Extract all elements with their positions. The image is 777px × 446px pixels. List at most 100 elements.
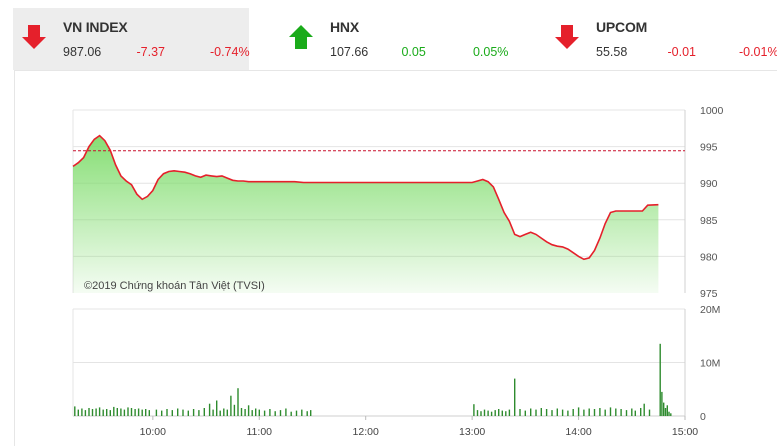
volume-bar xyxy=(166,409,168,416)
volume-bar xyxy=(620,409,622,416)
volume-bar xyxy=(577,407,580,416)
volume-bar xyxy=(572,409,574,416)
volume-bar xyxy=(141,409,143,416)
volume-bar xyxy=(666,405,668,416)
volume-bar xyxy=(583,409,585,416)
volume-bar xyxy=(535,409,537,416)
price-tick-label: 985 xyxy=(700,215,718,227)
volume-bar xyxy=(247,405,250,416)
ticker-change: -0.01 xyxy=(667,45,696,59)
volume-bar xyxy=(659,343,661,416)
price-tick-label: 980 xyxy=(700,251,718,263)
volume-bar xyxy=(285,408,287,416)
volume-bar xyxy=(77,409,79,416)
volume-bar xyxy=(640,408,642,416)
volume-bar xyxy=(540,408,542,416)
volume-bar xyxy=(508,409,511,416)
volume-bar xyxy=(483,409,486,416)
volume-bar xyxy=(274,411,276,416)
x-tick-label: 15:00 xyxy=(672,426,698,438)
volume-bar xyxy=(505,411,507,416)
volume-bar xyxy=(198,410,200,416)
volume-y-axis: 20M 10M 0 xyxy=(700,304,720,423)
volume-bar xyxy=(588,408,590,416)
volume-bar xyxy=(556,408,558,416)
volume-bar xyxy=(501,410,503,416)
volume-bar xyxy=(192,409,195,416)
volume-bar xyxy=(663,402,665,416)
volume-bar xyxy=(561,409,564,416)
volume-bar xyxy=(219,410,221,416)
ticker-value: 55.58 xyxy=(596,45,628,59)
ticker-change-pct: 0.05% xyxy=(472,45,509,59)
volume-bars xyxy=(74,343,672,416)
ticker-name: VN INDEX xyxy=(63,19,128,35)
volume-bar xyxy=(490,411,493,416)
price-tick-label: 975 xyxy=(700,288,718,300)
ticker-name: UPCOM xyxy=(596,19,648,35)
volume-bar xyxy=(182,409,184,416)
volume-bar xyxy=(670,413,672,416)
ticker-hnx[interactable]: HNX 107.66 0.05 0.05% xyxy=(280,8,516,70)
index-ticker-bar: VN INDEX 987.06 -7.37 -0.74% HNX 107.66 … xyxy=(0,0,777,70)
ticker-value: 987.06 xyxy=(63,45,102,59)
volume-bar xyxy=(95,408,97,416)
ticker-change-pct: -0.01% xyxy=(738,45,777,59)
volume-bar xyxy=(514,378,516,416)
volume-bar xyxy=(609,407,612,416)
volume-bar xyxy=(203,408,205,416)
volume-bar xyxy=(524,410,526,416)
ticker-vn-index[interactable]: VN INDEX 987.06 -7.37 -0.74% xyxy=(13,8,250,70)
volume-bar xyxy=(155,409,158,416)
volume-bar xyxy=(109,410,111,416)
ticker-value: 107.66 xyxy=(330,45,369,59)
x-tick-label: 12:00 xyxy=(353,426,379,438)
arrow-down-icon xyxy=(555,25,579,49)
volume-bar xyxy=(295,410,298,416)
volume-bar xyxy=(91,409,94,416)
volume-bar xyxy=(177,408,179,416)
volume-bar xyxy=(604,409,606,416)
volume-bar xyxy=(530,408,532,416)
volume-bar xyxy=(81,408,83,416)
volume-bar xyxy=(116,408,118,416)
x-tick-label: 13:00 xyxy=(459,426,485,438)
arrow-up-icon xyxy=(289,25,313,49)
volume-bar xyxy=(106,409,108,416)
volume-bar xyxy=(634,410,636,416)
volume-bar xyxy=(519,409,521,416)
volume-bar xyxy=(230,395,232,416)
volume-bar xyxy=(223,408,225,416)
volume-bar xyxy=(216,400,218,416)
volume-bar xyxy=(208,403,211,416)
price-tick-label: 990 xyxy=(700,178,718,190)
volume-bar xyxy=(212,409,214,416)
volume-bar xyxy=(631,408,633,416)
volume-bar xyxy=(244,409,246,416)
volume-bar xyxy=(545,409,548,416)
volume-bar xyxy=(664,408,667,416)
volume-bar xyxy=(668,411,670,416)
volume-bar xyxy=(476,410,479,416)
volume-bar xyxy=(145,409,147,416)
volume-bar xyxy=(134,409,136,416)
volume-bar xyxy=(74,406,76,416)
volume-grid xyxy=(72,308,686,417)
volume-bar xyxy=(643,403,645,416)
volume-bar xyxy=(310,410,312,416)
volume-bar xyxy=(301,409,303,416)
ticker-change: 0.05 xyxy=(401,45,426,59)
price-area-fill xyxy=(73,135,659,293)
volume-bar xyxy=(98,407,101,416)
volume-bar xyxy=(127,407,129,416)
price-tick-label: 1000 xyxy=(700,105,724,117)
volume-bar xyxy=(615,408,617,416)
volume-bar xyxy=(567,410,569,416)
volume-tick-label: 10M xyxy=(700,358,720,370)
volume-bar xyxy=(263,410,266,416)
volume-bar xyxy=(306,411,308,416)
ticker-upcom[interactable]: UPCOM 55.58 -0.01 -0.01% xyxy=(546,8,777,70)
volume-bar xyxy=(661,391,663,416)
volume-bar xyxy=(473,404,475,416)
